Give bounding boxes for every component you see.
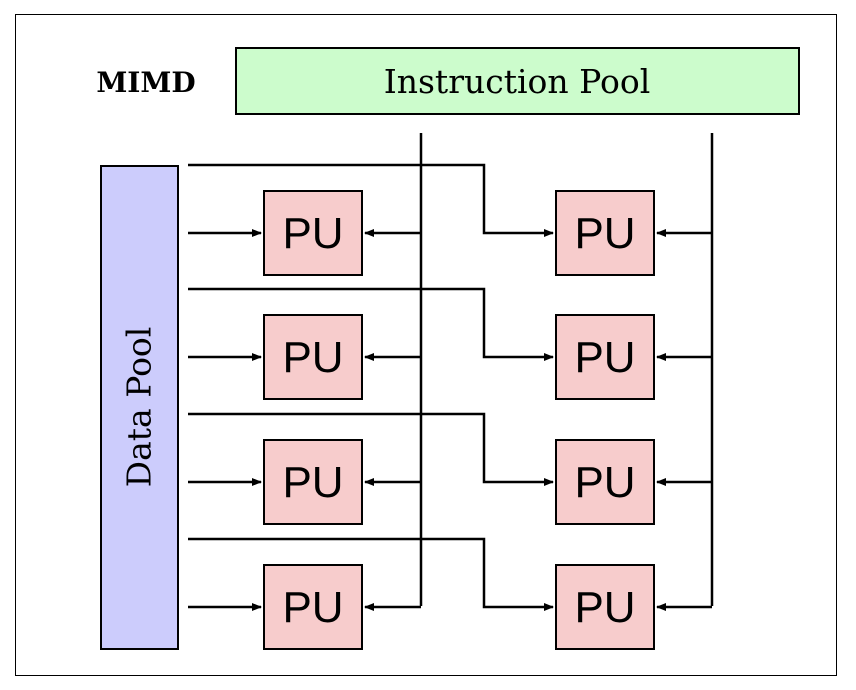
pu-label: PU <box>574 209 635 258</box>
pu-label: PU <box>574 458 635 507</box>
data-pool-label: Data Pool <box>120 327 159 488</box>
processing-unit: PU <box>263 564 363 650</box>
processing-unit: PU <box>555 439 655 525</box>
pu-row: PU PU <box>188 163 712 276</box>
data-arrow-right-pu <box>188 537 554 611</box>
processing-unit: PU <box>555 190 655 276</box>
processing-unit: PU <box>555 564 655 650</box>
processing-unit: PU <box>263 439 363 525</box>
pu-label: PU <box>574 583 635 632</box>
instruction-pool-label: Instruction Pool <box>384 62 651 101</box>
data-pool: Data Pool <box>100 165 179 650</box>
pu-label: PU <box>282 209 343 258</box>
pu-row: PU PU <box>188 537 712 650</box>
pu-box <box>555 564 655 650</box>
pu-label: PU <box>574 333 635 382</box>
pu-label: PU <box>282 333 343 382</box>
data-arrow-right-pu <box>188 412 554 486</box>
pu-rows: PU PU PU PU PU PU PU PU <box>188 163 712 650</box>
pu-box <box>555 439 655 525</box>
instruction-pool: Instruction Pool <box>235 47 800 115</box>
pu-label: PU <box>282 583 343 632</box>
mimd-label: MIMD <box>96 66 195 99</box>
data-arrow-right-pu <box>188 163 554 237</box>
pu-box <box>555 190 655 276</box>
processing-unit: PU <box>555 314 655 400</box>
pu-label: PU <box>282 458 343 507</box>
pu-box <box>263 190 363 276</box>
data-pool-box <box>100 165 179 650</box>
pu-box <box>263 439 363 525</box>
processing-unit: PU <box>263 314 363 400</box>
pu-row: PU PU <box>188 412 712 525</box>
instruction-pool-box <box>235 47 800 115</box>
pu-box <box>263 564 363 650</box>
pu-box <box>263 314 363 400</box>
data-arrow-right-pu <box>188 287 554 361</box>
pu-box <box>555 314 655 400</box>
processing-unit: PU <box>263 190 363 276</box>
pu-row: PU PU <box>188 287 712 400</box>
